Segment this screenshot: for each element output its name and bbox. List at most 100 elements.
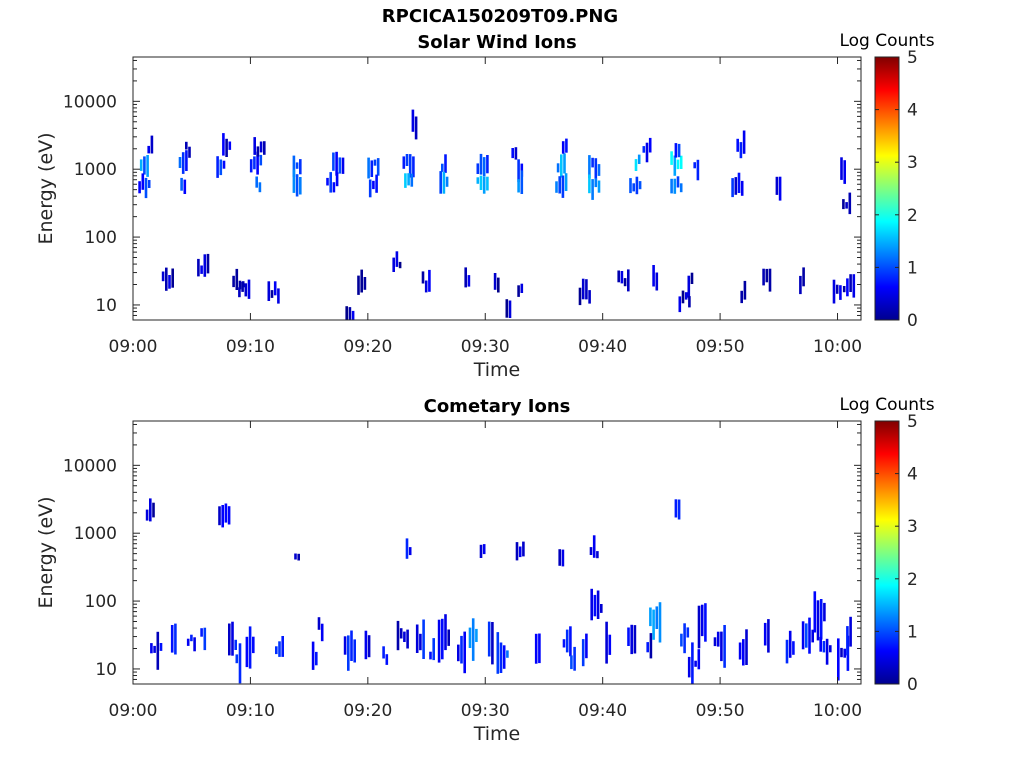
spectrogram-cell [186,638,190,646]
spectrogram-cell [467,275,471,287]
spectrogram-cell [341,157,345,174]
y-axis-label: Energy (eV) [35,132,57,244]
spectrogram-cell [238,280,242,290]
spectrogram-cell [674,143,678,158]
spectrogram-cell [829,645,832,653]
spectrogram-cell [258,182,262,193]
spectrogram-cell [419,633,422,651]
spectrogram-cell [517,159,520,183]
spectrogram-cell [515,542,519,561]
spectrogram-cell [468,627,472,648]
spectrogram-cell [585,633,588,659]
spectrogram-cell [338,157,342,174]
spectrogram-cell [181,152,185,174]
spectrogram-cell [146,155,149,177]
spectrogram-cell [441,618,444,660]
spectrogram-cell [238,287,241,298]
colorbar-tick-label: 5 [907,48,918,68]
spectrogram-cell [407,173,410,186]
spectrogram-cell [635,176,639,195]
spectrogram-cell [564,173,568,191]
spectrogram-cell [632,183,635,192]
spectrogram-cell [534,633,538,664]
spectrogram-cell [677,499,681,520]
spectrogram-cell [414,116,418,140]
spectrogram-cell [222,133,225,156]
spectrogram-cell [593,594,597,617]
spectrogram-cell [444,154,447,173]
x-tick-label: 09:30 [461,701,510,721]
spectrogram-cell [398,261,402,269]
spectrogram-cell [840,647,843,658]
spectrogram-cell [633,625,637,654]
spectrogram-cell [249,159,253,173]
spectrogram-cell [768,268,772,292]
spectrogram-cell [738,642,742,660]
spectrogram-cell [219,159,223,176]
spectrogram-cell [395,251,399,267]
spectrogram-cell [688,296,691,308]
spectrogram-cell [592,535,596,558]
spectrogram-cell [348,307,352,320]
spectrogram-cell [382,646,385,659]
spectrogram-cell [428,269,431,292]
spectrogram-cell [687,656,691,678]
spectrogram-cell [457,644,460,662]
spectrogram-cell [376,158,380,176]
spectrogram-cell [570,655,573,670]
spectrogram-cell [373,159,377,166]
spectrogram-cell [514,147,518,160]
spectrogram-cell [439,171,442,194]
spectrogram-cell [511,148,514,159]
colorbar-label-solar-wind: Log Counts [839,31,935,51]
spectrogram-cell [228,141,232,150]
spectrogram-cell [852,274,856,298]
spectrogram-cell [658,602,662,643]
spectrogram-cell [464,267,467,288]
spectrogram-cell [360,269,363,293]
spectrogram-cell [785,639,789,664]
spectrogram-cell [275,646,278,655]
spectrogram-cell [627,269,630,292]
spectrogram-cell [255,176,258,188]
spectrogram-cell [823,602,826,622]
x-tick-label: 09:20 [343,337,392,357]
spectrogram-cell [648,137,652,153]
spectrogram-cell [600,604,603,613]
spectrogram-cell [447,629,450,646]
spectrogram-cell [432,638,435,661]
spectrogram-cell [497,277,500,293]
spectrogram-cell [591,179,594,200]
spectrogram-cell [499,642,503,673]
spectrogram-cell [368,179,372,198]
spectrogram-cell [839,285,842,300]
spectrogram-cell [315,651,318,666]
spectrogram-cell [221,505,224,528]
spectrogram-cell [482,176,486,194]
spectrogram-cell [294,553,297,560]
spectrogram-cell [404,173,407,188]
spectrogram-cell [739,142,743,159]
x-axis-label: Time [473,723,521,745]
spectrogram-cell [150,643,153,654]
spectrogram-cell [588,174,591,194]
y-tick-label: 1000 [74,524,117,544]
spectrogram-cell [652,265,655,287]
spectrogram-cell [679,183,683,193]
spectrogram-cell [811,629,814,643]
spectrogram-cell [193,637,196,652]
spectrogram-cell [299,159,302,175]
colorbar [874,56,900,321]
spectrogram-cell [700,604,704,637]
spectrogram-cell [581,278,585,300]
spectrogram-cell [206,253,210,274]
panel-title-cometary: Cometary Ions [423,396,571,417]
spectrogram-cell [590,588,593,621]
spectrogram-cell [372,180,375,190]
spectrogram-cell [403,631,406,642]
spectrogram-cell [252,636,255,654]
spectrogram-cell [684,292,688,300]
spectrogram-cell [267,281,271,301]
spectrogram-cell [799,275,802,295]
